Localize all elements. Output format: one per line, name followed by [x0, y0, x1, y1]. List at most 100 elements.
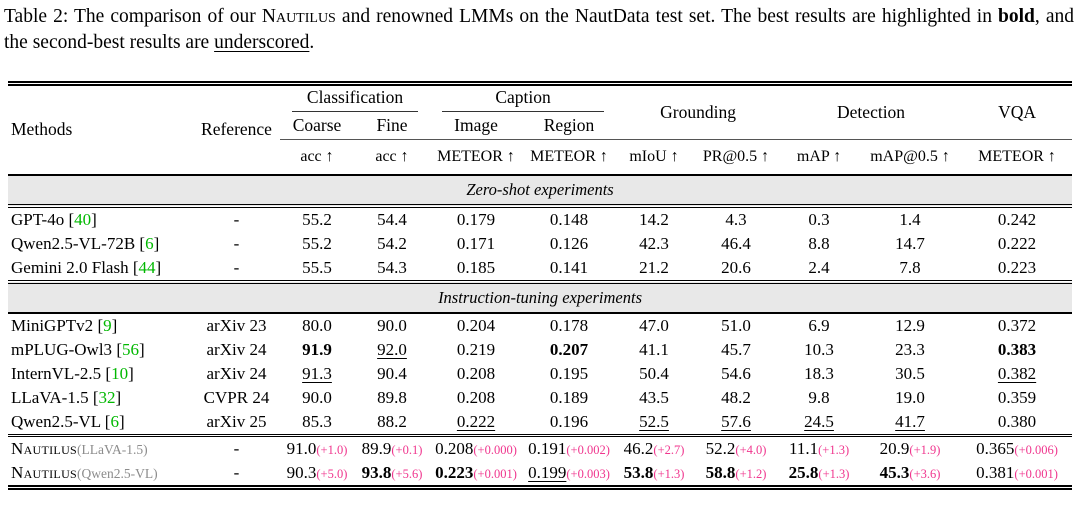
metric-value-cell: 57.6: [692, 410, 780, 436]
caption-text: Table 2: The comparison of our: [4, 6, 262, 27]
metric-value-cell: 46.4: [692, 232, 780, 256]
metric-value: 18.3: [804, 363, 834, 383]
metric-value: 4.3: [725, 209, 747, 229]
citation-link[interactable]: 44: [138, 257, 156, 277]
metric-value: 0.141: [549, 257, 589, 277]
metric-value: 0.204: [456, 315, 496, 335]
metric-value-cell: 0.383: [962, 338, 1072, 362]
method-label: Gemini 2.0 Flash: [11, 257, 129, 277]
metric-value: 0.196: [549, 411, 589, 431]
caption-text: and renowned LMMs on the NautData test s…: [335, 6, 999, 27]
citation-link[interactable]: 32: [98, 387, 116, 407]
metric-value-cell: 24.5: [780, 410, 858, 436]
table-row: mPLUG-Owl3 [56] arXiv 24 91.9 92.0 0.219 0.20…: [8, 338, 1072, 362]
metric-value-cell: 0.171: [430, 232, 522, 256]
metric-value: 0.185: [456, 257, 496, 277]
metric-header: METEOR ↑: [530, 147, 608, 165]
citation-link[interactable]: 40: [74, 209, 92, 229]
reference-cell: -: [233, 438, 240, 458]
group-header-label: Caption: [442, 87, 605, 112]
metric-header: mAP@0.5 ↑: [870, 147, 950, 165]
metric-value: 42.3: [639, 233, 669, 253]
metric-value: 7.8: [899, 257, 921, 277]
table-row: InternVL-2.5 [10] arXiv 24 91.3 90.4 0.208 0.…: [8, 362, 1072, 386]
delta-value: (+2.7): [653, 442, 685, 457]
method-backbone-label: (Qwen2.5-VL): [77, 465, 158, 481]
metric-value: 6.9: [808, 315, 830, 335]
reference-cell: -: [233, 209, 240, 229]
metric-value-cell: 41.1: [616, 338, 692, 362]
metric-value-cell: 91.0(+1.0): [280, 435, 354, 461]
delta-value: (+5.0): [316, 466, 348, 481]
metric-value-cell: 0.141: [522, 256, 616, 282]
metric-value: 20.9: [879, 438, 910, 458]
metric-value: 48.2: [721, 387, 751, 407]
reference-cell: -: [233, 257, 240, 277]
col-header-fine: Fine: [354, 111, 431, 140]
metric-value: 55.2: [302, 209, 332, 229]
metric-value-cell: 0.365(+0.006): [962, 435, 1072, 461]
citation-link[interactable]: 9: [103, 315, 112, 335]
metric-value-cell: 55.2: [280, 206, 354, 232]
reference-cell: arXiv 24: [206, 363, 267, 383]
metric-value: 55.5: [302, 257, 332, 277]
method-name: Qwen2.5-VL-72B [6]: [11, 233, 160, 253]
delta-value: (+1.9): [909, 442, 941, 457]
reference-cell: -: [233, 462, 240, 482]
metric-value-cell: 12.9: [858, 313, 962, 338]
metric-value: 30.5: [895, 363, 925, 383]
metric-value-cell: 14.7: [858, 232, 962, 256]
metric-value-cell: 2.4: [780, 256, 858, 282]
metric-value: 46.2: [623, 438, 654, 458]
metric-value-cell: 52.5: [616, 410, 692, 436]
metric-value: 93.8: [361, 462, 392, 482]
metric-header: METEOR ↑: [437, 147, 515, 165]
metric-value: 90.3: [286, 462, 317, 482]
citation-link[interactable]: 56: [121, 339, 139, 359]
table-body: Zero-shot experiments GPT-4o [40] - 55.2 54.…: [8, 174, 1073, 488]
caption-text: , and the second-best results are: [4, 6, 1075, 53]
metric-value: 0.222: [997, 233, 1037, 253]
metric-value: 0.380: [997, 411, 1037, 431]
metric-value: 89.9: [361, 438, 392, 458]
col-header-methods: Methods: [11, 119, 73, 140]
metric-value-cell: 0.242: [962, 206, 1072, 232]
metric-value: 25.8: [788, 462, 819, 482]
metric-value: 46.4: [721, 233, 751, 253]
metric-value: 0.381: [976, 462, 1015, 482]
caption-underscored-word: underscored: [214, 31, 310, 53]
metric-value-cell: 23.3: [858, 338, 962, 362]
metric-value: 91.9: [302, 339, 332, 359]
citation-link[interactable]: 6: [110, 411, 119, 431]
method-name: Nautilus(Qwen2.5-VL): [8, 461, 193, 488]
group-header-label: Classification: [292, 87, 419, 112]
reference-cell: CVPR 24: [203, 387, 270, 407]
metric-value: 14.2: [639, 209, 669, 229]
metric-value: 20.6: [721, 257, 751, 277]
citation-link[interactable]: 10: [111, 363, 129, 383]
delta-value: (+5.6): [391, 466, 423, 481]
metric-value-cell: 42.3: [616, 232, 692, 256]
metric-value: 54.2: [377, 233, 407, 253]
metric-value-cell: 50.4: [616, 362, 692, 386]
metric-value: 0.359: [997, 387, 1037, 407]
metric-value: 0.148: [549, 209, 589, 229]
citation-link[interactable]: 6: [145, 233, 154, 253]
metric-value: 45.7: [721, 339, 751, 359]
table-caption: Table 2: The comparison of our Nautilus …: [4, 4, 1074, 56]
metric-value-cell: 93.8(+5.6): [354, 461, 430, 488]
metric-value-cell: 0.223: [962, 256, 1072, 282]
metric-value: 91.3: [302, 363, 332, 383]
delta-value: (+1.0): [316, 442, 348, 457]
delta-value: (+0.001): [1014, 466, 1058, 481]
delta-value: (+0.006): [1014, 442, 1058, 457]
delta-value: (+0.1): [391, 442, 423, 457]
metric-value-cell: 0.178: [522, 313, 616, 338]
metric-value: 0.223: [997, 257, 1037, 277]
metric-value: 9.8: [808, 387, 830, 407]
method-label: MiniGPTv2: [11, 315, 94, 335]
metric-value: 90.0: [302, 387, 332, 407]
metric-value-cell: 0.191(+0.002): [522, 435, 616, 461]
metric-value: 52.5: [639, 411, 669, 431]
method-name: LLaVA-1.5 [32]: [11, 387, 122, 407]
